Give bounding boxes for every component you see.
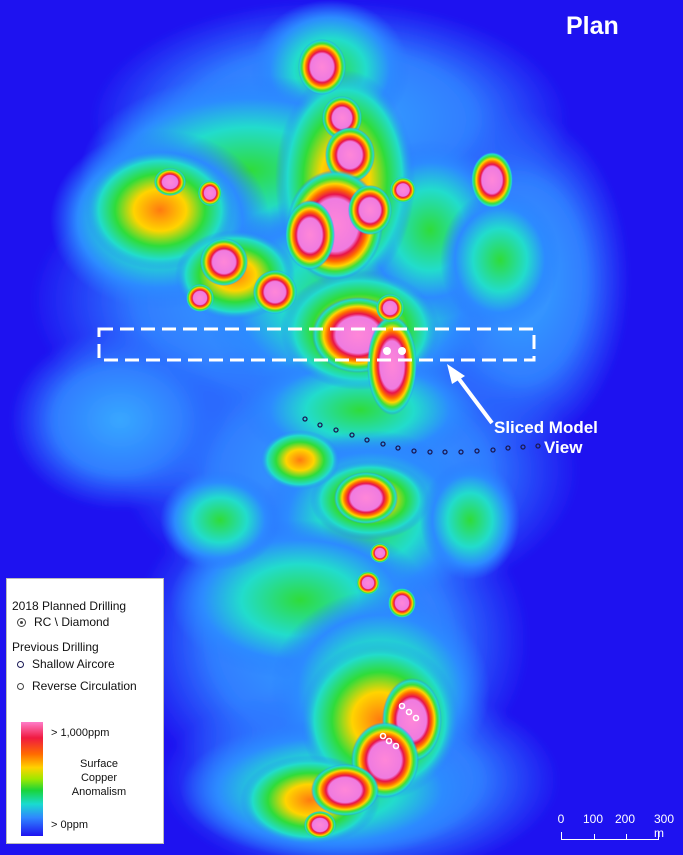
ramp-title-line2: Copper (80, 772, 118, 784)
sliced-model-callout: Sliced Model View (494, 418, 644, 458)
legend-heading-previous: Previous Drilling (12, 640, 99, 654)
ramp-low-label: > 0ppm (51, 819, 88, 831)
scale-label-0: 0 (557, 812, 565, 826)
scale-label-200: 200 (614, 812, 636, 826)
scale-label-100: 100 (582, 812, 604, 826)
scale-bar-ticks (561, 832, 659, 840)
legend-label-rc-diamond: RC \ Diamond (34, 615, 110, 629)
ramp-high-label: > 1,000ppm (51, 727, 110, 739)
legend-row-rc-diamond: RC \ Diamond (17, 615, 109, 629)
legend-label-aircore: Shallow Aircore (32, 657, 115, 671)
color-ramp (21, 722, 43, 836)
legend-heading-planned: 2018 Planned Drilling (12, 599, 127, 613)
rc-holes (379, 702, 420, 750)
anomaly-high (154, 39, 513, 839)
legend-label-rc: Reverse Circulation (32, 679, 137, 693)
target-icon (17, 617, 26, 627)
callout-arrow (447, 364, 494, 425)
ramp-title-line1: Surface (80, 758, 118, 770)
slice-rectangle (97, 327, 536, 362)
planned-holes (383, 347, 406, 355)
callout-line1: Sliced Model (494, 418, 598, 437)
scale-bar: 0 100 200 300 m (551, 812, 681, 848)
ramp-title: Surface Copper Anomalism (49, 757, 149, 799)
legend-row-aircore: Shallow Aircore (17, 657, 115, 671)
aircore-ring-icon (17, 660, 24, 668)
aircore-holes (302, 416, 541, 455)
legend-row-rc: Reverse Circulation (17, 679, 137, 693)
map-legend: 2018 Planned Drilling RC \ Diamond Previ… (6, 578, 164, 844)
callout-line2: View (544, 438, 583, 457)
rc-ring-icon (17, 682, 24, 690)
map-title: Plan (566, 12, 619, 40)
ramp-title-line3: Anomalism (71, 786, 127, 798)
